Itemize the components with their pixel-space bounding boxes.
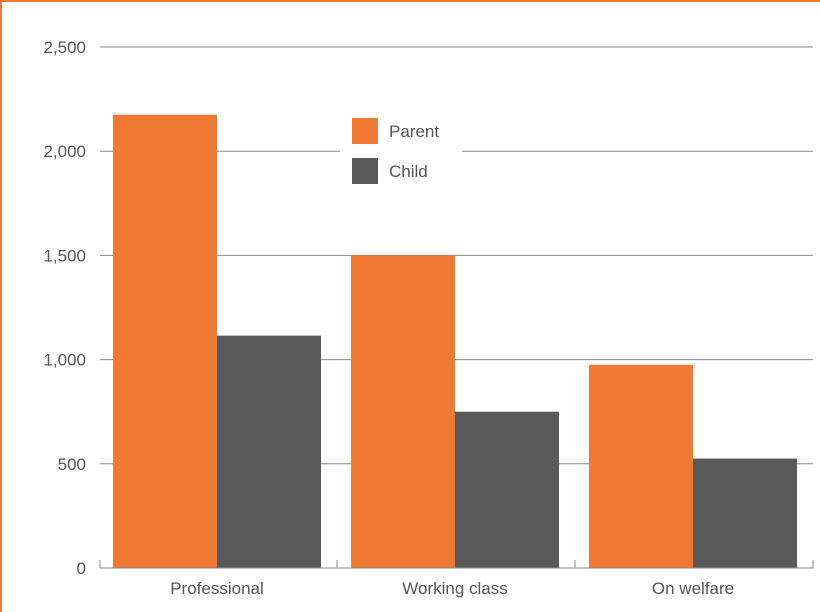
y-tick-label: 2,500 — [43, 38, 86, 57]
x-tick-label: On welfare — [652, 579, 734, 598]
legend-swatch-parent — [352, 118, 378, 144]
x-tick-labels: Professional Working class On welfare — [170, 579, 734, 598]
bar-parent — [351, 255, 455, 568]
legend-swatch-child — [352, 158, 378, 184]
y-tick-label: 2,000 — [43, 142, 86, 161]
y-tick-label: 500 — [58, 455, 86, 474]
y-tick-label: 1,500 — [43, 246, 86, 265]
bar-child — [455, 411, 559, 568]
y-tick-label: 1,000 — [43, 351, 86, 370]
y-tick-label: 0 — [77, 559, 86, 578]
x-tick-label: Working class — [402, 579, 508, 598]
y-tick-labels: 0 500 1,000 1,500 2,000 2,500 — [43, 38, 86, 578]
legend-label-parent: Parent — [389, 122, 439, 141]
x-tick-label: Professional — [170, 579, 264, 598]
axes — [99, 560, 814, 569]
bar-parent — [113, 114, 217, 568]
bar-parent — [589, 364, 693, 568]
bar-child — [693, 458, 797, 568]
bars — [113, 114, 797, 568]
legend-label-child: Child — [389, 162, 428, 181]
bar-child — [217, 335, 321, 568]
legend: Parent Child — [340, 112, 462, 192]
